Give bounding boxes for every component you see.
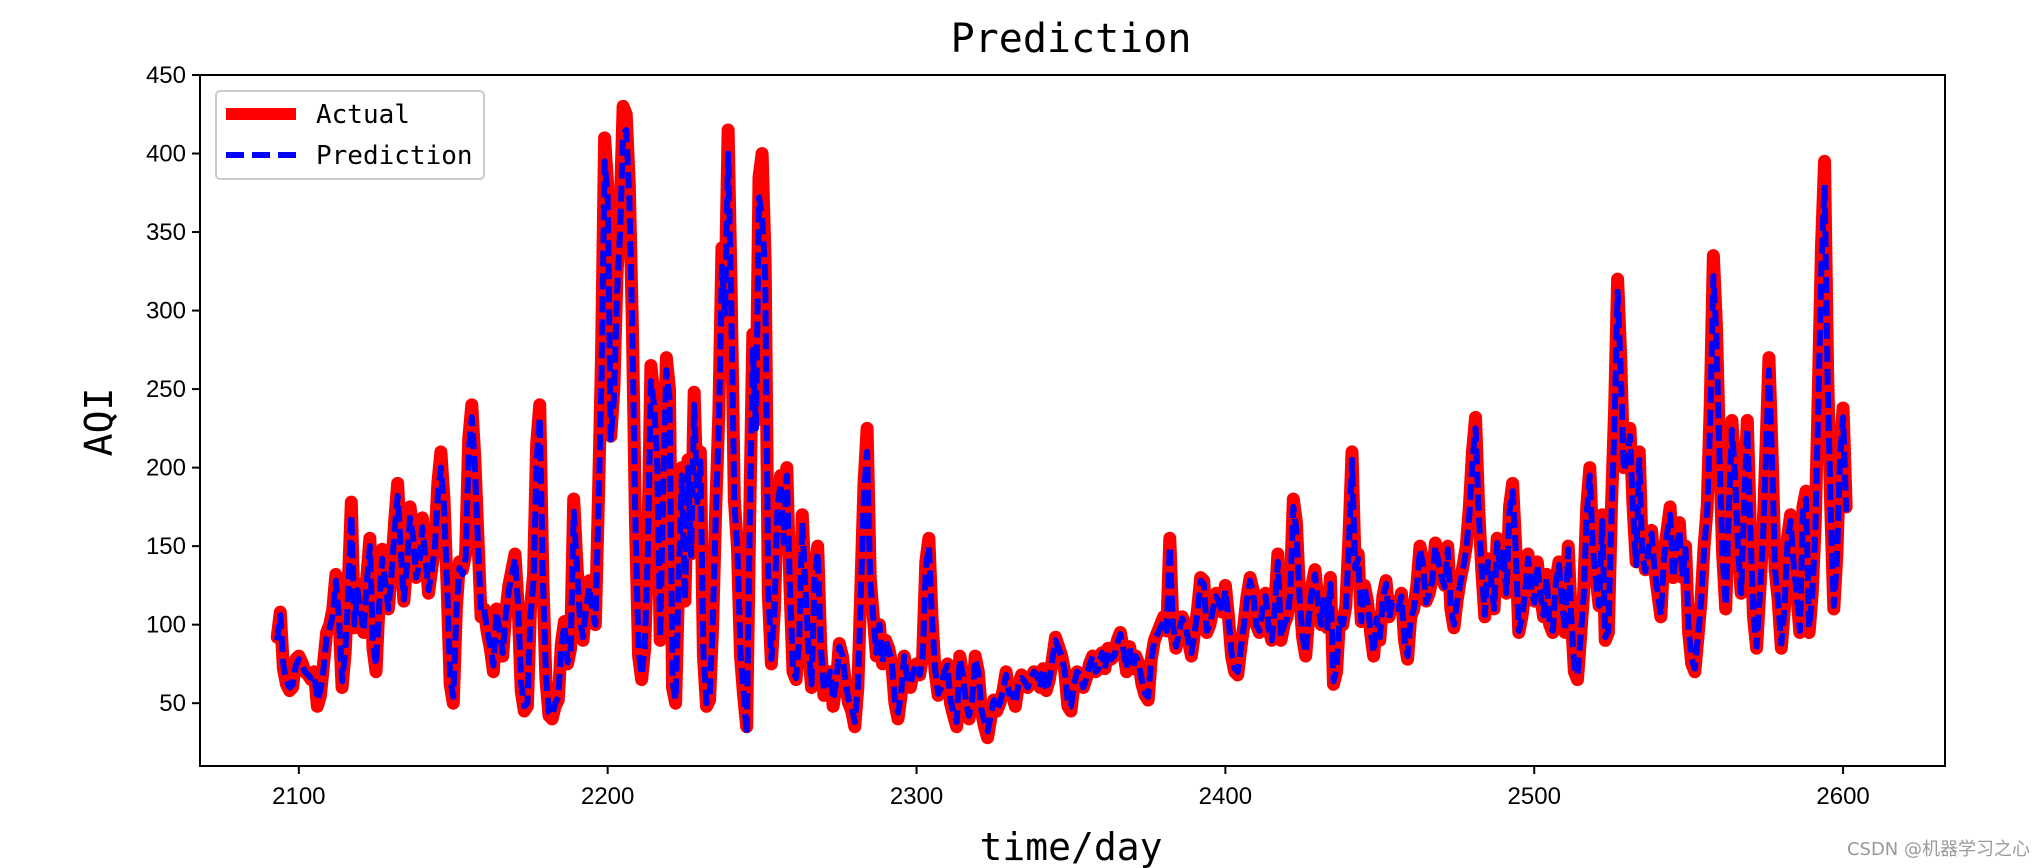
y-tick-label: 300 bbox=[146, 298, 186, 325]
x-tick-label: 2300 bbox=[890, 783, 943, 810]
x-axis-label: time/day bbox=[979, 825, 1162, 868]
y-tick-label: 350 bbox=[146, 219, 186, 246]
y-tick-label: 400 bbox=[146, 141, 186, 168]
y-axis-label: AQI bbox=[77, 388, 121, 457]
x-tick-label: 2100 bbox=[272, 783, 325, 810]
y-tick-label: 200 bbox=[146, 455, 186, 482]
y-tick-label: 100 bbox=[146, 612, 186, 639]
y-axis-ticks: 50 100 150 200 250 300 350 400 450 bbox=[146, 62, 200, 717]
y-tick-label: 450 bbox=[146, 62, 186, 89]
y-tick-label: 250 bbox=[146, 376, 186, 403]
plot-area-frame bbox=[199, 74, 1946, 767]
legend-label-actual: Actual bbox=[316, 100, 410, 130]
y-tick-label: 150 bbox=[146, 533, 186, 560]
x-tick-label: 2500 bbox=[1508, 783, 1561, 810]
chart-title: Prediction bbox=[951, 16, 1192, 62]
x-axis-ticks: 2100 2200 2300 2400 2500 2600 bbox=[272, 766, 1870, 810]
series-layer bbox=[270, 99, 1853, 745]
watermark: CSDN @机器学习之心 bbox=[1847, 839, 2030, 860]
y-tick-label: 50 bbox=[159, 690, 186, 717]
x-tick-label: 2400 bbox=[1199, 783, 1252, 810]
legend: Actual Prediction bbox=[215, 90, 485, 180]
series-line-actual bbox=[270, 99, 1853, 745]
x-tick-label: 2600 bbox=[1816, 783, 1869, 810]
legend-label-prediction: Prediction bbox=[316, 141, 473, 171]
series-line-prediction bbox=[274, 126, 1850, 738]
x-tick-label: 2200 bbox=[581, 783, 634, 810]
